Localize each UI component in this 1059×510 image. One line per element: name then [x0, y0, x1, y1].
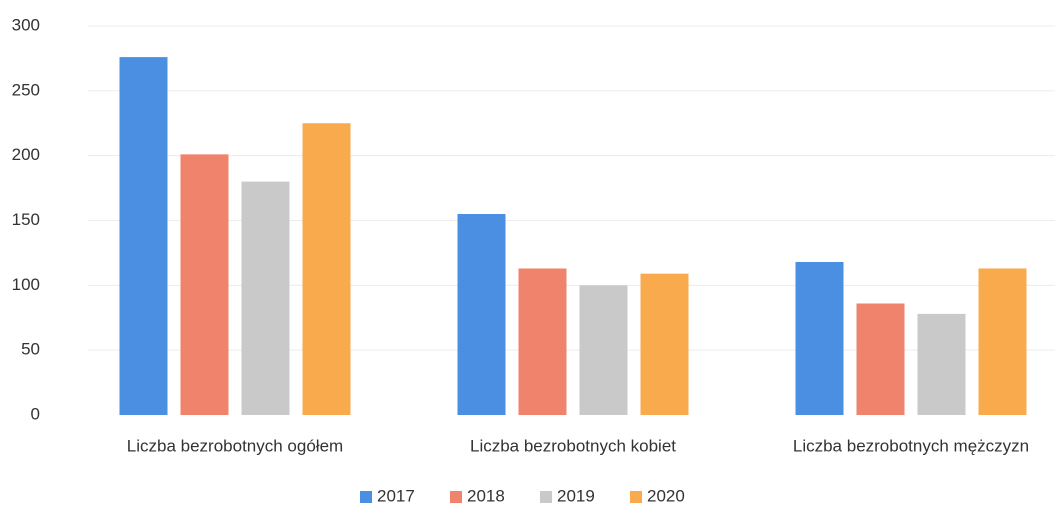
y-tick-label: 300: [12, 15, 40, 34]
y-tick-label: 0: [31, 404, 40, 423]
legend-swatch: [450, 491, 462, 503]
bar: [518, 268, 567, 415]
y-tick-label: 200: [12, 145, 40, 164]
legend-label: 2020: [647, 486, 685, 505]
bar: [640, 273, 689, 415]
bar: [180, 154, 229, 415]
legend-swatch: [630, 491, 642, 503]
legend-swatch: [360, 491, 372, 503]
bar: [978, 268, 1027, 415]
legend-swatch: [540, 491, 552, 503]
y-tick-label: 250: [12, 80, 40, 99]
bar: [302, 123, 351, 415]
bar: [119, 57, 168, 416]
y-tick-label: 50: [21, 340, 40, 359]
x-tick-label: Liczba bezrobotnych mężczyzn: [793, 436, 1029, 455]
bar: [917, 313, 966, 415]
legend-label: 2018: [467, 486, 505, 505]
x-tick-label: Liczba bezrobotnych kobiet: [470, 436, 676, 455]
bar: [241, 181, 290, 415]
x-tick-label: Liczba bezrobotnych ogółem: [127, 436, 343, 455]
bar: [795, 261, 844, 415]
legend-label: 2019: [557, 486, 595, 505]
bar: [579, 285, 628, 415]
y-tick-label: 150: [12, 210, 40, 229]
y-tick-label: 100: [12, 275, 40, 294]
bar: [856, 303, 905, 415]
legend-label: 2017: [377, 486, 415, 505]
bar: [457, 214, 506, 415]
